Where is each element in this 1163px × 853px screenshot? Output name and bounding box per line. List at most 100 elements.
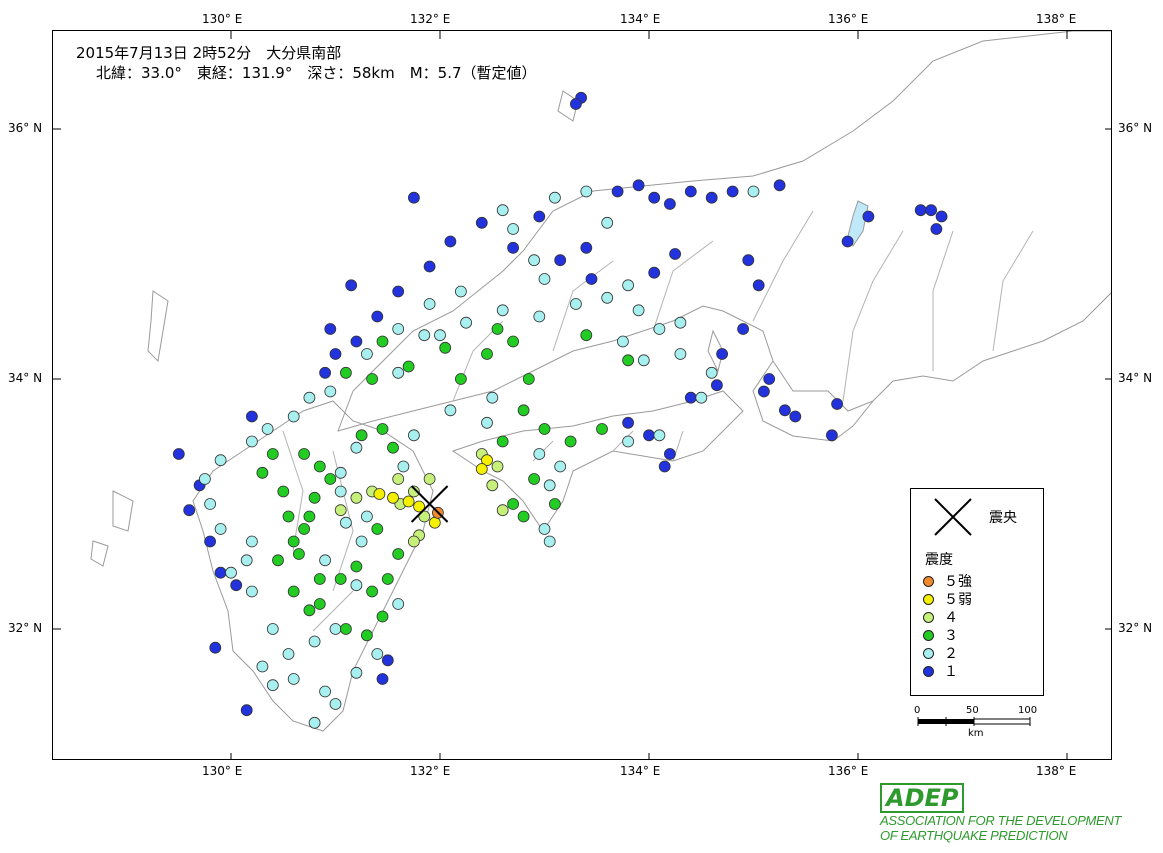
kyushu-outline [192, 400, 434, 732]
station-marker-intensity-2 [538, 523, 551, 535]
station-marker-intensity-1 [580, 241, 593, 254]
station-marker-intensity-3 [522, 373, 535, 385]
station-marker-intensity-4 [418, 510, 431, 523]
station-marker-intensity-3 [272, 554, 284, 567]
station-marker-intensity-2 [355, 535, 368, 548]
lon-label-top-130: 130° E [202, 12, 243, 26]
station-marker-intensity-2 [303, 391, 316, 404]
station-marker-intensity-3 [376, 423, 389, 435]
station-marker-intensity-1 [658, 460, 671, 473]
legend-item-5minus: ５弱 [923, 591, 972, 608]
station-marker-intensity-2 [543, 479, 556, 492]
scale-tick-100: 100 [1018, 705, 1038, 716]
station-marker-intensity-2 [653, 429, 666, 442]
lat-label-left-32: 32° N [8, 621, 43, 635]
station-marker-intensity-5minus [413, 500, 426, 513]
station-marker-intensity-2 [198, 473, 211, 485]
station-layer [172, 91, 948, 729]
station-marker-intensity-2 [245, 585, 258, 598]
station-marker-intensity-1 [381, 654, 394, 667]
station-marker-intensity-2 [282, 648, 295, 660]
legend-dot-3 [923, 629, 934, 641]
station-marker-intensity-3 [339, 366, 352, 379]
station-marker-intensity-1 [737, 323, 749, 335]
station-marker-intensity-1 [350, 335, 363, 348]
honshu-outline [337, 31, 1111, 432]
header-params-line: 北緯：33.0° 東経：131.9° 深さ：58km M：5.7（暫定値） [96, 64, 537, 82]
station-marker-intensity-3 [538, 423, 551, 435]
station-marker-intensity-1 [319, 366, 332, 379]
legend-item-3: ３ [923, 627, 958, 644]
station-marker-intensity-2 [240, 554, 253, 567]
station-marker-intensity-1 [643, 429, 655, 442]
station-marker-intensity-2 [334, 466, 347, 479]
scale-unit: km [968, 728, 984, 739]
station-marker-intensity-3 [313, 573, 326, 585]
station-marker-intensity-1 [230, 579, 243, 592]
station-marker-intensity-2 [392, 366, 405, 379]
legend-item-2: ２ [923, 645, 958, 662]
station-marker-intensity-2 [653, 323, 666, 335]
legend-label-5plus: ５強 [944, 574, 972, 590]
lon-label-bottom-138: 138° E [1036, 764, 1077, 778]
station-marker-intensity-5minus [402, 495, 415, 508]
station-marker-intensity-2 [444, 404, 457, 417]
station-marker-intensity-1 [742, 254, 755, 267]
land-layer [90, 31, 1111, 732]
legend: 震央 震度 ５強 ５弱 ４ ３ ２ １ [910, 488, 1044, 696]
station-marker-intensity-1 [648, 266, 661, 279]
station-marker-intensity-2 [360, 348, 373, 360]
station-marker-intensity-2 [617, 335, 629, 348]
legend-label-5minus: ５弱 [944, 592, 972, 608]
station-marker-intensity-2 [266, 623, 279, 635]
station-marker-intensity-1 [444, 235, 457, 248]
station-marker-intensity-3 [402, 360, 415, 373]
station-marker-intensity-2 [548, 191, 561, 204]
lon-label-top-134: 134° E [620, 12, 661, 26]
station-marker-intensity-4 [350, 491, 363, 504]
station-marker-intensity-1 [752, 279, 765, 292]
map-canvas [53, 31, 1111, 759]
legend-item-1: １ [923, 663, 958, 680]
station-marker-intensity-2 [392, 598, 405, 610]
station-marker-intensity-4 [496, 504, 509, 517]
station-marker-intensity-1 [245, 410, 258, 423]
station-marker-intensity-2 [204, 498, 217, 510]
station-marker-intensity-2 [245, 435, 258, 448]
legend-dot-4 [923, 611, 934, 623]
station-marker-intensity-3 [256, 466, 269, 479]
station-marker-intensity-1 [779, 404, 791, 417]
map-frame[interactable] [52, 30, 1112, 760]
station-marker-intensity-1 [831, 398, 843, 410]
station-marker-intensity-2 [528, 254, 541, 267]
station-marker-intensity-3 [277, 485, 290, 498]
station-marker-intensity-4 [392, 473, 405, 485]
station-marker-intensity-2 [319, 685, 332, 698]
station-marker-intensity-3 [308, 491, 321, 504]
scale-bar-graphic [917, 717, 1031, 726]
oki-island-outline [557, 90, 579, 122]
adep-logo-line2: OF EARTHQUAKE PREDICTION [880, 828, 1068, 843]
legend-label-3: ３ [944, 628, 958, 644]
station-marker-intensity-1 [611, 185, 624, 198]
station-marker-intensity-3 [564, 435, 577, 448]
station-marker-intensity-5minus [373, 488, 386, 500]
lat-label-left-36: 36° N [8, 121, 43, 135]
kii-outline [752, 360, 874, 442]
station-marker-intensity-1 [669, 248, 681, 260]
station-marker-intensity-2 [570, 298, 582, 310]
lat-label-right-36: 36° N [1118, 121, 1153, 135]
station-marker-intensity-2 [319, 554, 332, 567]
station-marker-intensity-4 [486, 479, 499, 492]
adep-logo-line1: ASSOCIATION FOR THE DEVELOPMENT [880, 813, 1122, 828]
station-marker-intensity-2 [695, 391, 708, 404]
station-marker-intensity-5minus [475, 463, 488, 475]
station-marker-intensity-3 [376, 610, 389, 623]
station-marker-intensity-2 [350, 666, 363, 679]
lake-biwa [847, 200, 869, 247]
station-marker-intensity-2 [486, 391, 499, 404]
station-marker-intensity-2 [418, 329, 431, 342]
station-marker-intensity-2 [554, 460, 567, 473]
station-marker-intensity-3 [496, 435, 509, 448]
station-marker-intensity-1 [862, 210, 875, 223]
